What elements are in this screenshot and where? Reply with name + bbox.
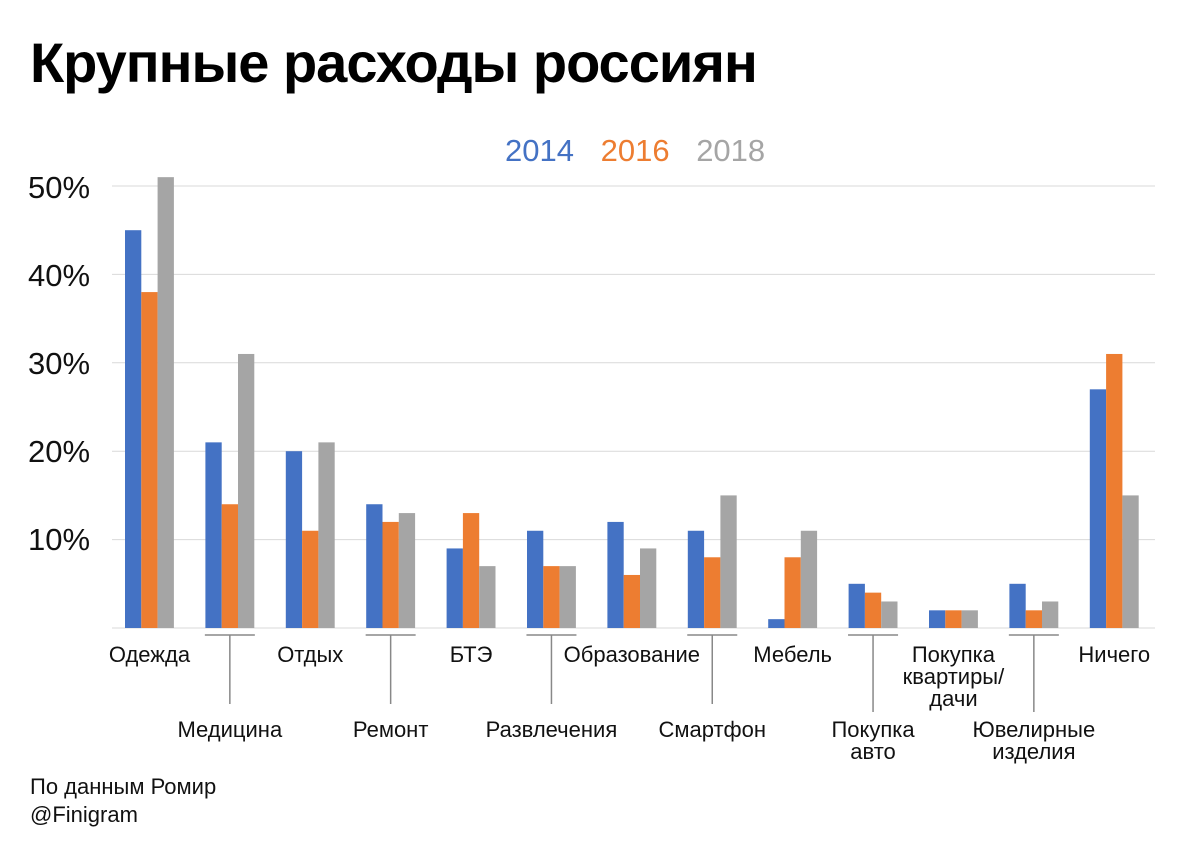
legend-2016: 2016 (600, 133, 670, 168)
category-label-line: авто (850, 739, 896, 764)
bar-2018-1 (157, 177, 174, 628)
category-label-line: БТЭ (450, 642, 493, 667)
category-label-line: Покупка (831, 717, 915, 742)
bar-2014-10 (848, 583, 865, 628)
category-label: Смартфон (658, 717, 766, 742)
y-tick-label: 40% (28, 258, 91, 293)
category-label: Покупка квартиры/дачи (903, 642, 1005, 711)
bar-2016-10 (864, 592, 882, 628)
y-tick-label: 10% (28, 522, 91, 557)
category-label: Покупка авто (831, 717, 915, 764)
category-label-line: Смартфон (658, 717, 766, 742)
bar-2016-2 (221, 504, 238, 628)
category-label-line: Медицина (177, 717, 282, 742)
bar-2018-7 (640, 548, 657, 628)
category-label: Медицина (177, 717, 282, 742)
bar-2016-5 (462, 513, 480, 628)
category-label: Одежда (109, 642, 191, 667)
bar-2018-6 (559, 566, 576, 628)
bar-2018-12 (1042, 601, 1059, 628)
category-label: Мебель (753, 642, 832, 667)
category-label-line: Мебель (753, 642, 832, 667)
bar-2018-3 (318, 442, 335, 628)
bar-2014-8 (687, 530, 705, 628)
legend-2014: 2014 (505, 133, 574, 168)
category-label: Ничего (1078, 642, 1150, 667)
bar-2014-2 (205, 442, 222, 628)
bar-2018-4 (398, 513, 416, 628)
bar-2016-9 (784, 557, 801, 628)
category-label-line: Образование (564, 642, 700, 667)
bar-2014-5 (446, 548, 463, 628)
bar-2018-5 (479, 566, 496, 628)
source-note: По данным Ромир @Finigram (30, 773, 216, 829)
bar-2018-2 (238, 353, 255, 628)
bar-2018-9 (800, 530, 818, 628)
bar-2018-11 (961, 610, 978, 628)
category-label-line: Покупка (912, 642, 996, 667)
bar-2016-1 (141, 292, 158, 628)
source-handle: @Finigram (30, 802, 138, 827)
bar-2016-12 (1025, 610, 1042, 628)
y-tick-label: 20% (28, 434, 91, 469)
bar-2018-10 (881, 601, 898, 628)
category-label-line: Ничего (1078, 642, 1150, 667)
category-label: Ювелирные изделия (972, 717, 1095, 764)
category-label: Развлечения (486, 717, 618, 742)
bar-2014-3 (285, 451, 303, 628)
bar-2018-8 (720, 495, 737, 628)
category-label-line: Развлечения (486, 717, 618, 742)
bar-2016-11 (945, 610, 962, 628)
bar-2016-3 (302, 530, 319, 628)
category-label-line: Ювелирные (972, 717, 1095, 742)
category-label: БТЭ (450, 642, 493, 667)
category-label-line: квартиры/ (903, 664, 1005, 689)
bar-2016-8 (704, 557, 721, 628)
bar-2016-6 (543, 566, 560, 628)
category-label: Ремонт (353, 717, 429, 742)
bar-2014-4 (366, 504, 383, 628)
bar-2014-7 (607, 521, 624, 628)
bar-2016-4 (382, 521, 399, 628)
legend: 2014 2016 2018 (505, 133, 783, 169)
category-label-line: дачи (929, 686, 977, 711)
bar-2016-7 (623, 574, 640, 628)
y-tick-label: 50% (28, 170, 91, 205)
chart-title: Крупные расходы россиян (30, 31, 758, 94)
bar-2018-13 (1122, 495, 1139, 628)
bar-2014-13 (1089, 389, 1107, 628)
bar-2014-9 (768, 619, 785, 628)
bar-2014-6 (527, 530, 544, 628)
bar-2014-1 (125, 230, 142, 628)
legend-2018: 2018 (696, 133, 766, 168)
category-label-line: Одежда (109, 642, 191, 667)
category-label-line: изделия (992, 739, 1075, 764)
bar-2014-12 (1009, 583, 1026, 628)
category-label-line: Отдых (277, 642, 343, 667)
bar-2014-11 (929, 610, 946, 628)
source-line: По данным Ромир (30, 774, 217, 799)
category-label: Образование (564, 642, 700, 667)
bar-2016-13 (1106, 353, 1123, 628)
y-tick-label: 30% (28, 346, 91, 381)
category-label: Отдых (277, 642, 343, 667)
category-label-line: Ремонт (353, 717, 429, 742)
